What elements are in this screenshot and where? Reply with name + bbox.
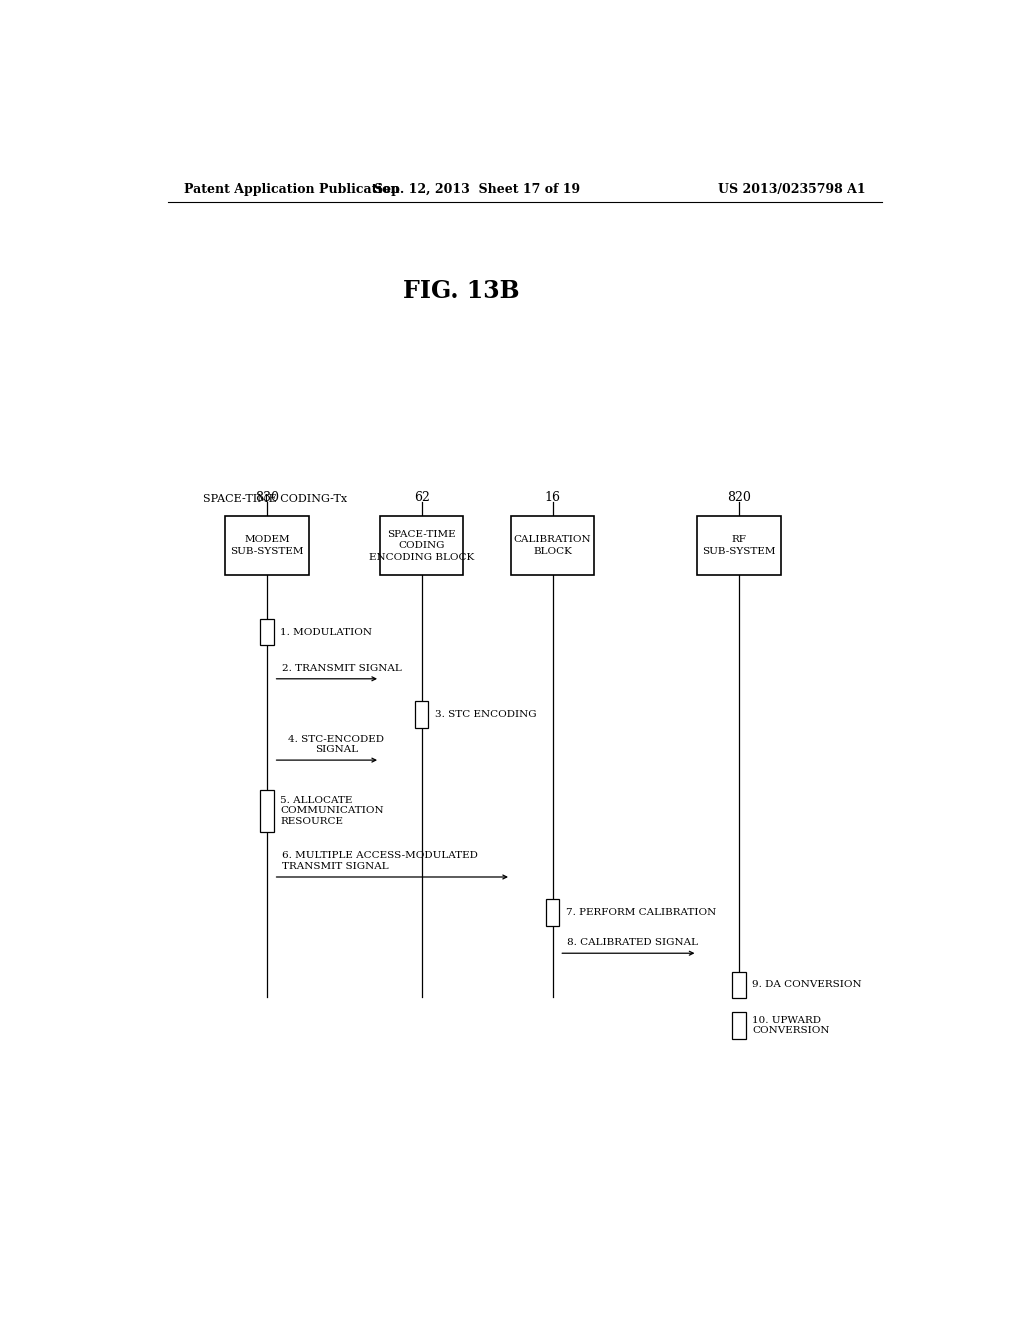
Text: 10. UPWARD
CONVERSION: 10. UPWARD CONVERSION (753, 1015, 829, 1035)
Text: 3. STC ENCODING: 3. STC ENCODING (435, 710, 537, 719)
Text: RF
SUB-SYSTEM: RF SUB-SYSTEM (702, 536, 776, 556)
FancyBboxPatch shape (697, 516, 780, 576)
Text: 16: 16 (545, 491, 560, 504)
Text: 62: 62 (414, 491, 430, 504)
Text: 8. CALIBRATED SIGNAL: 8. CALIBRATED SIGNAL (567, 939, 698, 948)
Text: 830: 830 (255, 491, 279, 504)
FancyBboxPatch shape (511, 516, 594, 576)
Text: Patent Application Publication: Patent Application Publication (183, 183, 399, 197)
FancyBboxPatch shape (415, 701, 428, 727)
FancyBboxPatch shape (732, 972, 745, 998)
Text: SPACE-TIME CODING-Tx: SPACE-TIME CODING-Tx (204, 494, 347, 504)
Text: FIG. 13B: FIG. 13B (403, 279, 519, 302)
FancyBboxPatch shape (546, 899, 559, 925)
Text: 9. DA CONVERSION: 9. DA CONVERSION (753, 981, 862, 989)
FancyBboxPatch shape (260, 619, 273, 645)
Text: 1. MODULATION: 1. MODULATION (280, 627, 372, 636)
Text: MODEM
SUB-SYSTEM: MODEM SUB-SYSTEM (230, 536, 304, 556)
FancyBboxPatch shape (380, 516, 463, 576)
Text: 5. ALLOCATE
COMMUNICATION
RESOURCE: 5. ALLOCATE COMMUNICATION RESOURCE (280, 796, 384, 826)
Text: Sep. 12, 2013  Sheet 17 of 19: Sep. 12, 2013 Sheet 17 of 19 (374, 183, 581, 197)
Text: 820: 820 (727, 491, 751, 504)
Text: 4. STC-ENCODED
SIGNAL: 4. STC-ENCODED SIGNAL (289, 735, 384, 754)
Text: 7. PERFORM CALIBRATION: 7. PERFORM CALIBRATION (565, 908, 716, 917)
Text: CALIBRATION
BLOCK: CALIBRATION BLOCK (514, 536, 592, 556)
Text: 6. MULTIPLE ACCESS-MODULATED
TRANSMIT SIGNAL: 6. MULTIPLE ACCESS-MODULATED TRANSMIT SI… (282, 851, 477, 871)
FancyBboxPatch shape (260, 789, 273, 833)
Text: 2. TRANSMIT SIGNAL: 2. TRANSMIT SIGNAL (282, 664, 401, 673)
Text: SPACE-TIME
CODING
ENCODING BLOCK: SPACE-TIME CODING ENCODING BLOCK (369, 529, 474, 561)
FancyBboxPatch shape (732, 1012, 745, 1039)
FancyBboxPatch shape (225, 516, 308, 576)
Text: US 2013/0235798 A1: US 2013/0235798 A1 (719, 183, 866, 197)
